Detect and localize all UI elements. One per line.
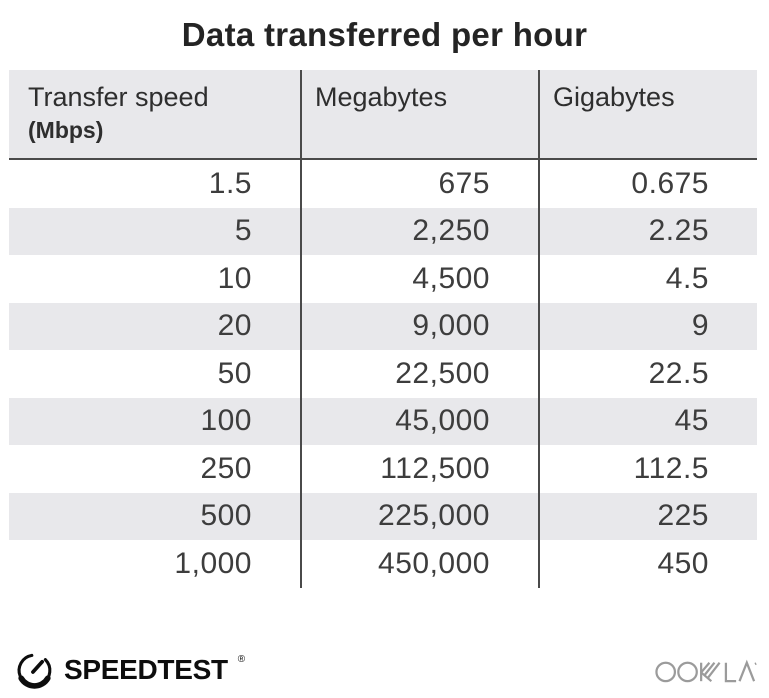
column-header-label: Transfer speed: [28, 82, 209, 112]
table-row: 10 4,500 4.5: [9, 255, 757, 303]
table-cell: 250: [9, 445, 302, 493]
table-cell: 45,000: [302, 397, 540, 445]
table-cell: 1,000: [9, 540, 302, 588]
column-header-gigabytes: Gigabytes: [540, 70, 757, 160]
table-cell: 9: [691, 309, 709, 343]
table-cell: 100: [9, 397, 302, 445]
table-cell: 20: [9, 302, 302, 350]
table-cell: 22,500: [302, 350, 540, 398]
table-cell: 45: [674, 404, 709, 438]
table-cell: 225,000: [302, 492, 540, 540]
table-row: 500 225,000 225: [9, 492, 757, 540]
registered-trademark-symbol: ®: [237, 653, 246, 665]
table-cell: 500: [9, 492, 302, 540]
table-cell: 450,000: [302, 540, 540, 588]
table-cell: 1.5: [9, 160, 302, 208]
table-header-row: Transfer speed (Mbps) Megabytes Gigabyte…: [9, 70, 757, 160]
speedtest-gauge-icon: [17, 653, 52, 689]
table-cell: 50: [9, 350, 302, 398]
speedtest-wordmark: SPEEDTEST: [64, 654, 228, 685]
data-table: Transfer speed (Mbps) Megabytes Gigabyte…: [9, 70, 757, 588]
table-cell: 0.675: [631, 166, 709, 200]
table-cell: 4,500: [302, 255, 540, 303]
table-cell: 2.25: [648, 214, 709, 248]
table-cell: 5: [9, 207, 302, 255]
table-row: 250 112,500 112.5: [9, 445, 757, 493]
table-cell: 675: [302, 160, 540, 208]
table-cell: 112,500: [302, 445, 540, 493]
table-body: 1.5 675 0.675 5 2,250 2.25 10 4,500 4.5 20 9,000 9 5…: [9, 160, 757, 588]
table-row: 20 9,000 9: [9, 302, 757, 350]
table-cell: 9,000: [302, 302, 540, 350]
table-cell: 450: [657, 546, 709, 580]
table-cell: 4.5: [665, 261, 709, 295]
page-title: Data transferred per hour: [181, 16, 588, 53]
column-header-unit: (Mbps): [28, 117, 104, 143]
speedtest-brand: SPEEDTEST ®: [14, 650, 246, 691]
ookla-letter-k-fan: [700, 661, 721, 683]
column-header-megabytes: Megabytes: [302, 70, 540, 160]
ookla-logo: [655, 659, 757, 683]
table-cell: 225: [657, 499, 709, 533]
table-row: 50 22,500 22.5: [9, 350, 757, 398]
ookla-trademark-tick: [754, 662, 757, 666]
ookla-letter-l: [724, 662, 737, 683]
column-header-transfer-speed: Transfer speed (Mbps): [9, 70, 302, 160]
ookla-letter-a: [738, 659, 756, 682]
table-cell: 22.5: [648, 356, 709, 390]
table-row: 1,000 450,000 450: [9, 540, 757, 588]
table-cell: 2,250: [302, 207, 540, 255]
table-row: 100 45,000 45: [9, 397, 757, 445]
ookla-letter-o1: [655, 661, 677, 683]
ookla-letter-o2: [677, 661, 698, 683]
footer: SPEEDTEST ®: [0, 648, 769, 698]
table-row: 1.5 675 0.675: [9, 160, 757, 208]
table-cell: 10: [9, 255, 302, 303]
table-row: 5 2,250 2.25: [9, 207, 757, 255]
table-cell: 112.5: [633, 451, 709, 485]
